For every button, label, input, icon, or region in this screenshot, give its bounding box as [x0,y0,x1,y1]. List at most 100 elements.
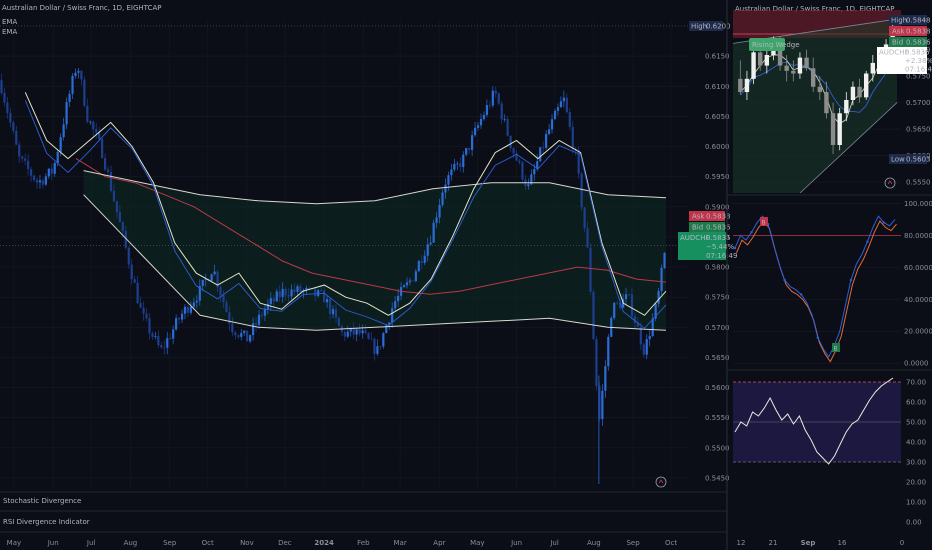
left-candle [533,169,536,175]
left-candle [198,285,201,301]
left-candle [465,148,468,155]
left-candle [139,303,142,308]
left-y-tick: 0.5800 [705,264,730,272]
left-candle [284,288,287,296]
rsi-y-tick: 30.00 [906,459,926,467]
right-high-tag: High 0.5848 [889,15,931,25]
left-bid-value: 0.5836 [706,224,731,232]
left-candle [192,302,195,307]
left-candle [53,162,56,174]
left-candle [471,135,474,150]
left-x-tick: Oct [665,539,677,547]
left-candle [157,335,160,346]
left-candle [103,158,107,170]
rsi-divergence-panel-label: RSI Divergence Indicator [3,518,90,526]
left-replay-icon[interactable] [655,476,667,488]
left-candle [447,175,450,185]
left-ask-value: 0.5838 [706,213,731,221]
left-candle [314,288,317,297]
left-candle [9,113,12,123]
left-candle [68,93,71,102]
left-candle [50,168,53,174]
stoch-dot [783,278,786,282]
left-candle [645,339,648,355]
stoch-bear-marker: B [760,217,768,227]
left-candle [624,294,628,300]
left-high-label: High [691,23,707,31]
stoch-y-tick: 60.0000 [904,264,932,272]
right-candle [777,44,783,66]
left-candle [568,112,571,127]
left-candle [62,124,65,138]
right-x-tick: 12 [737,539,746,547]
left-candle [462,154,465,168]
left-candle [201,279,204,286]
right-ask-tag: Ask 0.5838 [889,26,931,36]
right-ma-blue-line [739,61,894,113]
stoch-y-tick: 100.0000 [904,200,932,208]
right-low-tag: Low 0.5603 [889,154,931,164]
left-high-tag: High 0.6200 [689,21,731,31]
left-price-countdown: 07:16:49 [706,252,737,260]
left-candle [89,121,92,123]
left-candle [577,150,580,174]
left-candle [414,271,417,281]
stoch-y-tick: 0.0000 [904,360,929,368]
stoch-dot [849,278,853,282]
left-y-tick: 0.6150 [705,53,730,61]
rsi-y-tick: 40.00 [906,439,926,447]
left-candle [189,306,193,313]
left-candle [98,132,101,140]
left-x-tick: Mar [393,539,406,547]
right-y-tick: 0.5650 [906,126,931,134]
left-candle [35,179,39,183]
left-candle [373,339,376,354]
left-candle [479,119,483,126]
left-candle [133,279,136,283]
left-candle [417,260,420,272]
left-candle [231,323,234,333]
left-x-tick: May [7,539,21,547]
left-candle [491,90,494,106]
left-candle [349,327,352,332]
left-chart-title: Australian Dollar / Swiss Franc, 1D, EIG… [2,4,161,12]
right-replay-icon[interactable] [884,177,896,189]
left-x-tick: Nov [240,539,254,547]
left-y-tick: 0.5950 [705,173,730,181]
left-ema-blue-line [24,100,667,329]
left-candle [86,105,89,122]
left-candle [41,180,45,185]
left-x-tick: Apr [433,539,445,547]
left-candle [24,158,27,161]
left-candle [331,309,335,315]
left-candle [272,298,275,302]
left-y-tick: 0.6100 [705,83,730,91]
stoch-dot [733,246,737,250]
left-y-tick: 0.5900 [705,203,730,211]
left-x-tick: Jul [549,539,559,547]
right-y-tick: 0.5550 [906,179,931,187]
left-indicator-label-ema-1: EMA [2,18,17,26]
left-candle [15,130,18,145]
right-wedge-fill [733,19,897,193]
right-candle [857,86,862,98]
stoch-y-tick: 40.0000 [904,296,932,304]
left-candle [142,307,145,314]
right-x-axis: 12 21 Sep 16 0 [737,539,905,547]
right-price-change: +2.38% [905,57,932,65]
left-candle [246,330,249,342]
left-candle [254,323,258,325]
left-x-tick: Sep [626,539,640,547]
left-candle [411,280,415,282]
left-high-value: 0.6200 [706,23,731,31]
left-candle [376,346,379,354]
left-candle [183,306,187,314]
left-candle [654,303,657,319]
left-candle [630,294,634,317]
left-candle [450,169,453,176]
left-candle [580,173,583,208]
left-candle [121,222,124,231]
left-candle [565,97,568,113]
stoch-dot [800,293,803,296]
